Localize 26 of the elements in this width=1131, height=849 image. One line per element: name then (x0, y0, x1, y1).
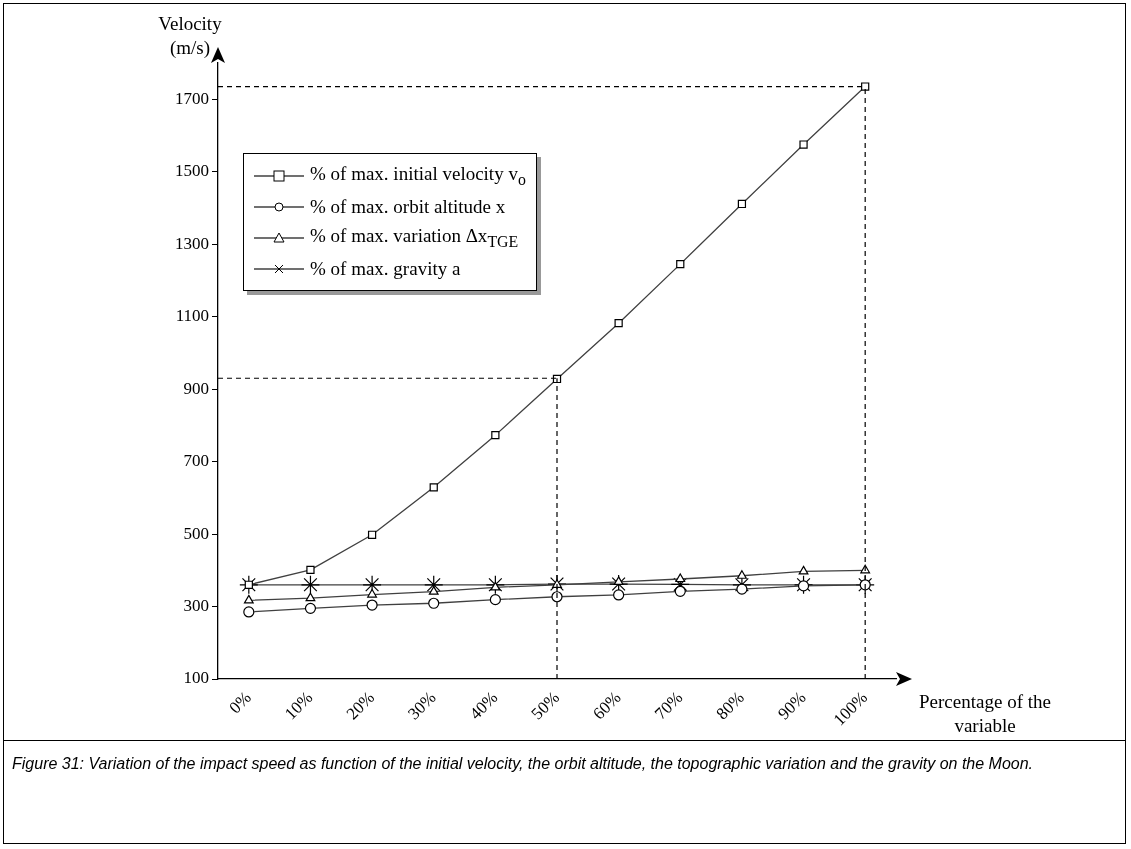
x-tick-label: 90% (774, 687, 810, 724)
legend-label: % of max. variation Δx$_{TGE}$ (310, 224, 519, 251)
y-tick-label: 900 (183, 378, 209, 398)
legend-label: % of max. gravity a (310, 257, 461, 280)
x-tick-label: 40% (465, 687, 502, 724)
caption: Figure 31: Variation of the impact speed as function of the initial velocity, the orbit altitude, the topographic variation and the gravity on the Moon. (12, 754, 1035, 774)
legend-label: % of max. orbit altitude x (310, 195, 506, 218)
x-tick-label: 20% (342, 687, 379, 724)
y-tick-label: 1500 (175, 161, 209, 181)
y-tick-label: 700 (183, 451, 209, 471)
y-tick-label: 1700 (175, 88, 209, 108)
y-tick-label: 500 (183, 523, 209, 543)
x-tick-label: 60% (589, 687, 625, 724)
y-tick-label: 1100 (175, 306, 209, 326)
y-tick-label: 1300 (175, 233, 209, 253)
x-tick-label: 80% (712, 687, 748, 724)
y-tick-label: 300 (183, 596, 209, 615)
x-tick-label: 30% (404, 687, 440, 724)
x-tick-label: 70% (650, 687, 687, 724)
x-tick-label: 0% (225, 687, 255, 718)
y-tick-label: 100 (183, 668, 209, 688)
legend-label: % of max. initial velocity v$_{o}$ (310, 162, 526, 189)
x-tick-label: 10% (280, 687, 317, 724)
y-axis-title: Velocity (m/s) (157, 12, 223, 60)
x-axis-title: Percentage of the variable (918, 690, 1052, 738)
x-tick-label: 50% (527, 687, 563, 724)
